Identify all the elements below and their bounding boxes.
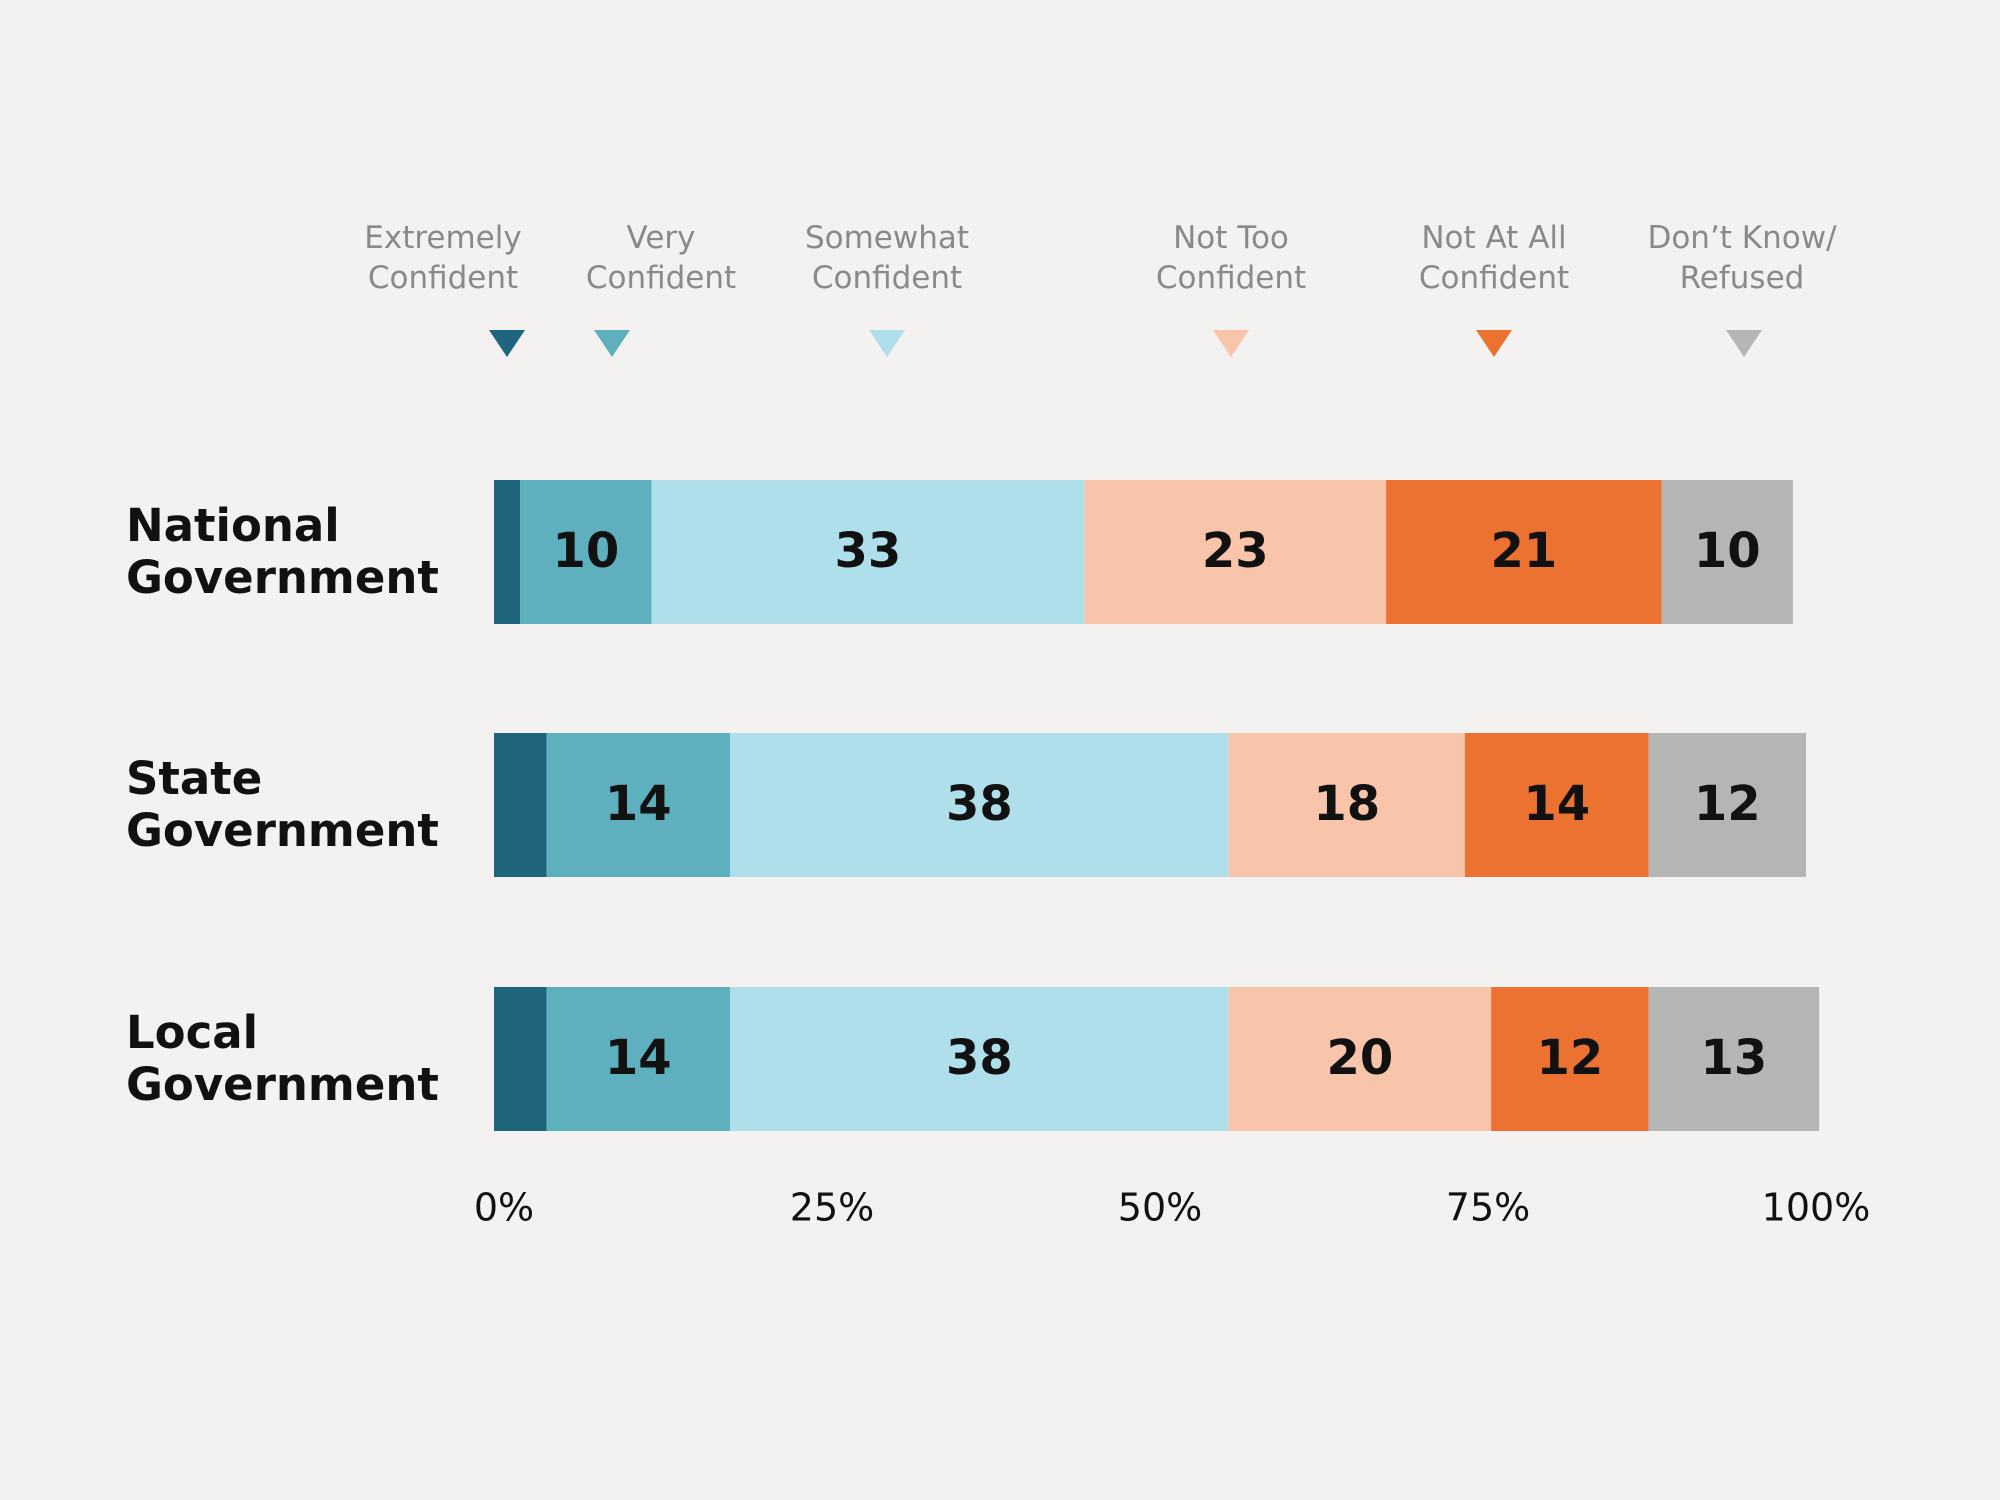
bar-segment bbox=[1228, 733, 1465, 877]
legend-marker bbox=[489, 330, 525, 357]
x-tick-label: 100% bbox=[1762, 1186, 1871, 1230]
value-label: 18 bbox=[1313, 776, 1380, 832]
legend-marker bbox=[594, 330, 630, 357]
x-tick-label: 50% bbox=[1118, 1186, 1202, 1230]
value-label: 10 bbox=[552, 523, 619, 579]
value-label: 20 bbox=[1327, 1030, 1394, 1086]
value-label: 33 bbox=[835, 523, 902, 579]
legend-label: Not At All Confident bbox=[1418, 220, 1570, 296]
bar-segment bbox=[520, 480, 652, 624]
bar-segment bbox=[494, 987, 547, 1131]
value-label: 23 bbox=[1202, 523, 1269, 579]
bar-segment bbox=[730, 987, 1229, 1131]
value-label: 14 bbox=[605, 776, 672, 832]
value-label: 12 bbox=[1536, 1030, 1603, 1086]
bar-segment bbox=[546, 733, 731, 877]
bar-segment bbox=[494, 480, 521, 624]
bar-segment bbox=[1491, 987, 1649, 1131]
bar-segment bbox=[730, 733, 1229, 877]
legend-label: Extremely Confident bbox=[364, 220, 522, 296]
category-label: Local Government bbox=[126, 1006, 439, 1111]
bar-segment bbox=[1648, 987, 1820, 1131]
bar-segment bbox=[494, 733, 547, 877]
legend-label: Don’t Know/ Refused bbox=[1647, 220, 1837, 296]
x-tick-label: 0% bbox=[474, 1186, 534, 1230]
category-label: National Government bbox=[126, 499, 439, 604]
bar-segment bbox=[1661, 480, 1793, 624]
bar-segment bbox=[1386, 480, 1662, 624]
value-label: 14 bbox=[1523, 776, 1590, 832]
legend-marker bbox=[1476, 330, 1512, 357]
legend-label: Very Confident bbox=[585, 220, 737, 296]
x-tick-label: 25% bbox=[790, 1186, 874, 1230]
bar-segment bbox=[651, 480, 1085, 624]
legend-label: Somewhat Confident bbox=[804, 220, 970, 296]
value-label: 38 bbox=[946, 1030, 1013, 1086]
value-label: 13 bbox=[1700, 1030, 1767, 1086]
bar-segment bbox=[1084, 480, 1387, 624]
legend-marker bbox=[1726, 330, 1762, 357]
x-tick-label: 75% bbox=[1446, 1186, 1530, 1230]
legend-marker bbox=[869, 330, 905, 357]
legend-label: Not Too Confident bbox=[1155, 220, 1307, 296]
bar-segment bbox=[1228, 987, 1492, 1131]
value-label: 21 bbox=[1491, 523, 1558, 579]
value-label: 12 bbox=[1694, 776, 1761, 832]
value-label: 38 bbox=[946, 776, 1013, 832]
bar-segment bbox=[1464, 733, 1649, 877]
bar-segment bbox=[1648, 733, 1806, 877]
legend-marker bbox=[1213, 330, 1249, 357]
value-label: 14 bbox=[605, 1030, 672, 1086]
bar-segment bbox=[546, 987, 731, 1131]
category-label: State Government bbox=[126, 752, 439, 857]
value-label: 10 bbox=[1694, 523, 1761, 579]
